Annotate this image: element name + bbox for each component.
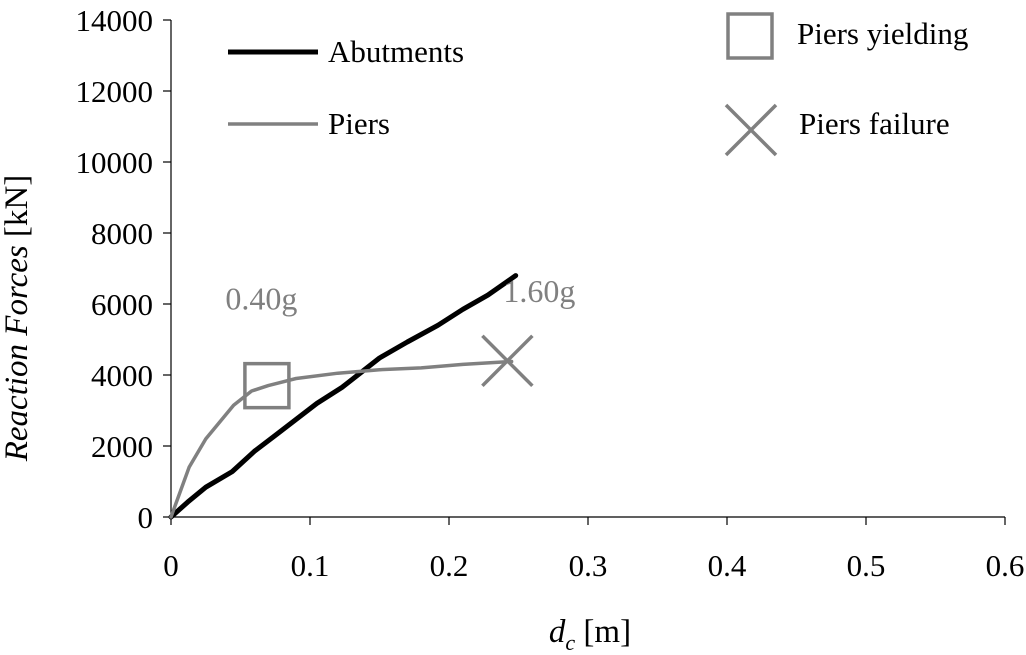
y-tick-label: 14000 (76, 3, 154, 38)
legend-label-piers-failure: Piers failure (799, 106, 950, 141)
series-line-abutments (168, 273, 519, 520)
y-tick-label: 10000 (76, 145, 154, 180)
piers-yielding-marker (243, 361, 291, 410)
y-axis-title: Reaction Forces [kN] (0, 175, 35, 463)
y-tick-label: 8000 (91, 216, 153, 251)
annotation-label: 1.60g (503, 273, 575, 309)
x-axis-title: dc [m] (549, 614, 631, 655)
x-tick-label: 0.5 (847, 548, 886, 583)
legend-square-icon (726, 12, 774, 60)
y-tick-label: 6000 (91, 287, 153, 322)
piers-failure-marker (481, 334, 534, 388)
annotation-layer: 0.40g 1.60g (225, 273, 575, 316)
ticks: 0 2000 4000 6000 8000 10000 12000 14000 0 0.1 0.2 0… (76, 3, 1025, 583)
y-tick-label: 2000 (91, 429, 153, 464)
legend: Abutments Piers Piers yielding Piers failur… (228, 12, 968, 157)
x-stroke (481, 334, 534, 388)
y-tick-label: 0 (138, 500, 154, 535)
legend-label-abutments: Abutments (328, 34, 464, 69)
y-tick-label: 4000 (91, 358, 153, 393)
x-tick-label: 0.3 (569, 548, 608, 583)
legend-x-icon (724, 103, 778, 157)
axes (170, 20, 1005, 518)
y-tick-label: 12000 (76, 74, 154, 109)
marker-layer (243, 334, 534, 410)
x-tick-label: 0 (163, 548, 179, 583)
x-tick-label: 0.2 (430, 548, 469, 583)
annotation-label: 0.40g (225, 280, 297, 316)
x-tick-label: 0.6 (986, 548, 1025, 583)
legend-label-piers: Piers (328, 106, 390, 141)
legend-label-piers-yielding: Piers yielding (797, 16, 968, 51)
series-line-piers (169, 359, 514, 519)
axis-titles: dc [m] Reaction Forces [kN] (0, 175, 631, 655)
x-tick-label: 0.4 (708, 548, 747, 583)
series-layer (168, 273, 519, 520)
x-tick-label: 0.1 (291, 548, 330, 583)
